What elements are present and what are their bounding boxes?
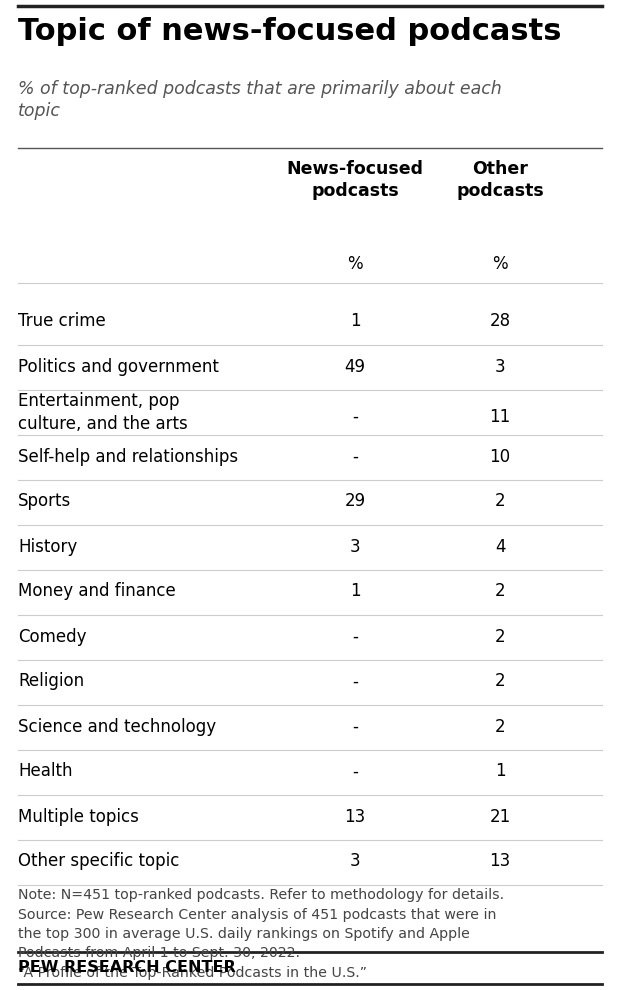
Text: Entertainment, pop
culture, and the arts: Entertainment, pop culture, and the arts (18, 392, 188, 433)
Text: 13: 13 (489, 852, 511, 870)
Text: Note: N=451 top-ranked podcasts. Refer to methodology for details.
Source: Pew R: Note: N=451 top-ranked podcasts. Refer t… (18, 888, 504, 980)
Text: 2: 2 (495, 492, 505, 511)
Text: %: % (347, 255, 363, 273)
Text: Multiple topics: Multiple topics (18, 808, 139, 826)
Text: -: - (352, 718, 358, 736)
Text: 13: 13 (344, 808, 366, 826)
Text: True crime: True crime (18, 313, 106, 331)
Text: Sports: Sports (18, 492, 71, 511)
Text: 1: 1 (350, 313, 360, 331)
Text: Other
podcasts: Other podcasts (456, 160, 544, 200)
Text: -: - (352, 672, 358, 690)
Text: Topic of news-focused podcasts: Topic of news-focused podcasts (18, 17, 562, 46)
Text: -: - (352, 628, 358, 645)
Text: % of top-ranked podcasts that are primarily about each
topic: % of top-ranked podcasts that are primar… (18, 80, 502, 120)
Text: Science and technology: Science and technology (18, 718, 216, 736)
Text: Religion: Religion (18, 672, 84, 690)
Text: 10: 10 (489, 447, 510, 465)
Text: 1: 1 (495, 762, 505, 780)
Text: 2: 2 (495, 582, 505, 601)
Text: -: - (352, 447, 358, 465)
Text: 2: 2 (495, 628, 505, 645)
Text: 21: 21 (489, 808, 511, 826)
Text: -: - (352, 762, 358, 780)
Text: 2: 2 (495, 718, 505, 736)
Text: 2: 2 (495, 672, 505, 690)
Text: Self-help and relationships: Self-help and relationships (18, 447, 238, 465)
Text: Health: Health (18, 762, 73, 780)
Text: -: - (352, 408, 358, 426)
Text: 28: 28 (489, 313, 510, 331)
Text: Politics and government: Politics and government (18, 357, 219, 375)
Text: 3: 3 (350, 852, 360, 870)
Text: News-focused
podcasts: News-focused podcasts (286, 160, 423, 200)
Text: Money and finance: Money and finance (18, 582, 175, 601)
Text: 11: 11 (489, 408, 511, 426)
Text: Comedy: Comedy (18, 628, 87, 645)
Text: PEW RESEARCH CENTER: PEW RESEARCH CENTER (18, 960, 236, 975)
Text: 3: 3 (495, 357, 505, 375)
Text: 49: 49 (345, 357, 366, 375)
Text: Other specific topic: Other specific topic (18, 852, 179, 870)
Text: 29: 29 (345, 492, 366, 511)
Text: %: % (492, 255, 508, 273)
Text: 4: 4 (495, 538, 505, 555)
Text: 1: 1 (350, 582, 360, 601)
Text: 3: 3 (350, 538, 360, 555)
Text: History: History (18, 538, 78, 555)
